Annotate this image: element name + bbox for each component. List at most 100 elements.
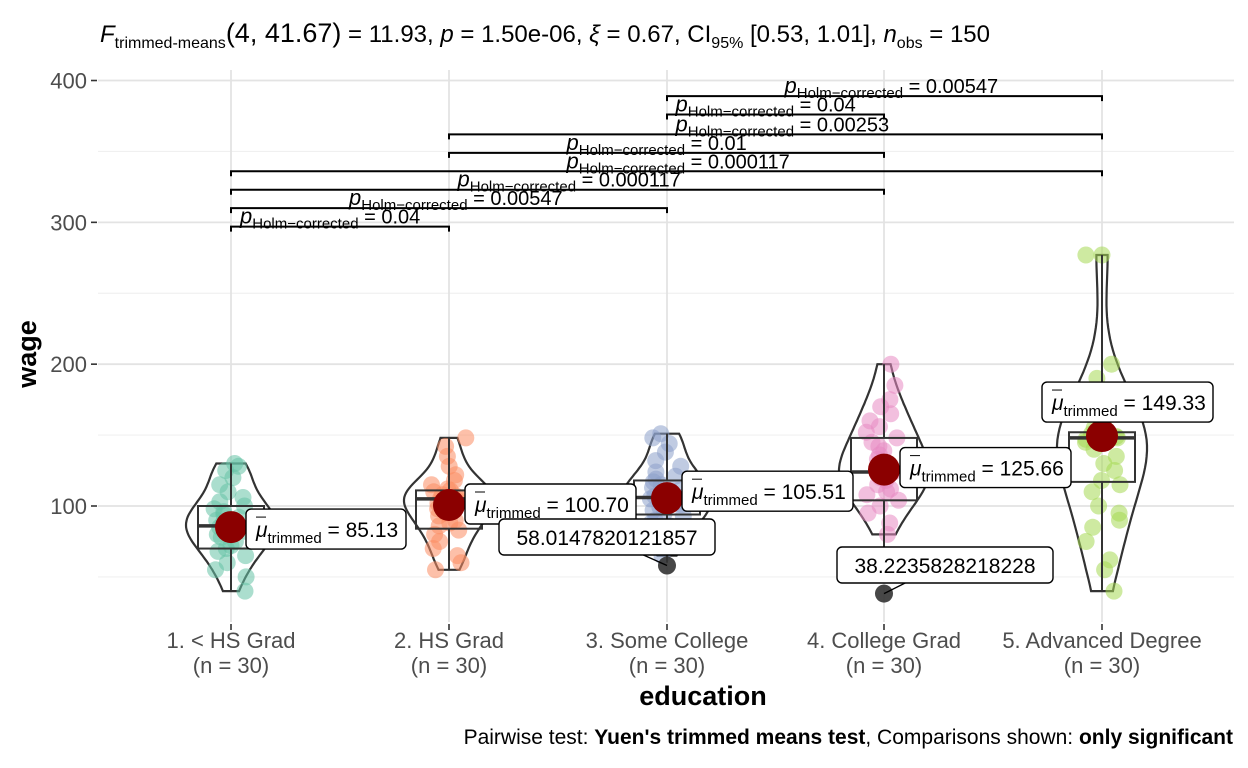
mean-value: = 149.33 (1118, 392, 1206, 415)
y-tick-label: 300 (50, 210, 87, 235)
pairwise-comparison: pHolm−corrected = 0.000117 (230, 167, 885, 196)
p-symbol: p (566, 130, 579, 155)
subtitle: Ftrimmed-means(4, 41.67) = 11.93, p = 1.… (100, 18, 990, 52)
mean-symbol: μ (474, 494, 487, 517)
pairwise-p-label: pHolm−corrected = 0.04 (675, 92, 856, 121)
trimmed-mean-point (651, 482, 683, 515)
effect-symbol: ξ (589, 21, 601, 48)
stat-subscript: trimmed-means (115, 35, 226, 52)
mean-label-text: μtrimmed = 85.13 (255, 519, 398, 547)
outlier-label: 38.2235828218228 (836, 546, 1054, 595)
p-subscript: Holm−corrected (688, 123, 794, 140)
p-symbol: p (239, 204, 252, 229)
data-point (1110, 504, 1128, 522)
stat-df: (4, 41.67) (226, 18, 342, 48)
mean-subscript: trimmed (1064, 403, 1118, 420)
x-axis-title: education (639, 681, 767, 711)
data-point (1083, 483, 1101, 501)
x-tick-label: 1. < HS Grad (166, 628, 295, 653)
stat-value: = 11.93, (341, 21, 440, 48)
data-point (672, 457, 690, 475)
mean-subscript: trimmed (268, 530, 322, 547)
mean-value: = 85.13 (322, 519, 398, 542)
pairwise-bracket (230, 170, 1103, 177)
pairwise-p-label: pHolm−corrected = 0.00253 (675, 111, 890, 140)
pairwise-bracket (230, 225, 450, 232)
p-subscript: Holm−corrected (579, 142, 685, 159)
n-subscript: obs (897, 35, 923, 52)
effect-value: = 0.67, CI (600, 21, 711, 48)
p-value: = 0.00547 (468, 188, 563, 210)
p-symbol: p (784, 73, 797, 98)
p-subscript: Holm−corrected (361, 197, 467, 214)
y-axis: 100 200 300 400 wage (12, 69, 97, 519)
pairwise-comparison: pHolm−corrected = 0.04 (230, 204, 450, 233)
n-symbol: n (883, 21, 896, 48)
p-value: = 0.04 (794, 95, 856, 117)
stat-symbol: F (100, 21, 116, 48)
pairwise-bracket (230, 188, 885, 195)
p-symbol: p (566, 148, 579, 173)
mean-label-text: μtrimmed = 149.33 (1051, 392, 1206, 420)
data-point (886, 376, 904, 394)
pairwise-p-label: pHolm−corrected = 0.04 (239, 204, 420, 233)
data-point (1084, 518, 1102, 536)
p-value: = 0.000117 (576, 170, 681, 192)
data-point (881, 391, 899, 409)
p-symbol: p (348, 185, 361, 210)
p-subscript: Holm−corrected (688, 104, 794, 121)
data-point (234, 489, 252, 506)
data-point (882, 355, 900, 373)
x-tick-label: 2. HS Grad (394, 628, 504, 653)
trimmed-mean-point (215, 511, 247, 544)
ci-subscript: 95% (711, 35, 743, 52)
pairwise-p-label: pHolm−corrected = 0.00547 (784, 73, 999, 102)
caption-prefix: Pairwise test: (464, 726, 595, 749)
mean-label-3: μtrimmed = 105.51 (681, 470, 854, 512)
data-point (423, 476, 440, 494)
data-point (1093, 472, 1110, 489)
trimmed-mean-point (1086, 420, 1118, 453)
pairwise-comparison: pHolm−corrected = 0.00253 (448, 111, 1103, 140)
mean-symbol: μ (1051, 392, 1064, 415)
data-point (211, 476, 229, 494)
data-point (1095, 455, 1113, 472)
caption: Pairwise test: Yuen's trimmed means test… (464, 726, 1233, 749)
mean-label-1: μtrimmed = 85.13 (245, 508, 407, 550)
mean-symbol: μ (909, 458, 922, 481)
p-value: = 1.50e-06, (454, 21, 589, 48)
mean-label-text: μtrimmed = 100.70 (474, 494, 629, 522)
caption-shown: only significant (1079, 726, 1233, 749)
data-point (237, 547, 255, 565)
pairwise-p-label: pHolm−corrected = 0.01 (566, 130, 747, 159)
data-point (448, 547, 466, 565)
label-box (1041, 381, 1214, 423)
data-point (1077, 533, 1095, 550)
data-point (237, 568, 255, 586)
pairwise-comparison: pHolm−corrected = 0.00547 (230, 185, 668, 214)
data-point (652, 425, 670, 443)
pairwise-comparison: pHolm−corrected = 0.04 (666, 92, 885, 121)
mean-subscript: trimmed (487, 505, 541, 522)
mean-subscript: trimmed (704, 492, 758, 509)
trimmed-mean-point (433, 489, 465, 522)
pairwise-p-label: pHolm−corrected = 0.000117 (457, 167, 681, 196)
caption-test: Yuen's trimmed means test (594, 726, 865, 749)
y-tick-label: 200 (50, 352, 87, 377)
p-value: = 0.000117 (685, 151, 790, 173)
p-value: = 0.00547 (903, 76, 998, 98)
pairwise-bracket (448, 151, 885, 158)
mean-value: = 105.51 (758, 481, 846, 504)
x-tick-count-label: (n = 30) (193, 653, 269, 678)
p-value: = 0.01 (685, 133, 747, 155)
p-symbol: p (439, 21, 453, 48)
p-symbol: p (675, 111, 688, 136)
ci-value: [0.53, 1.01], (743, 21, 883, 48)
data-point (1077, 246, 1095, 264)
y-tick-label: 100 (50, 494, 87, 519)
data-point (427, 561, 444, 579)
p-subscript: Holm−corrected (797, 85, 903, 102)
p-subscript: Holm−corrected (470, 179, 576, 196)
